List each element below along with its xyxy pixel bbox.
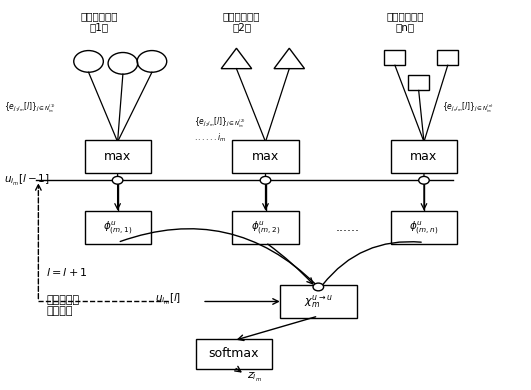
Text: max: max: [410, 150, 438, 163]
Circle shape: [418, 176, 429, 184]
Text: $l = l + 1$: $l = l + 1$: [46, 266, 88, 278]
Text: $z_{i_m}$: $z_{i_m}$: [247, 370, 262, 383]
Bar: [437, 50, 458, 65]
Circle shape: [113, 176, 123, 184]
Text: $u_{i_m}[l-1]$: $u_{i_m}[l-1]$: [4, 173, 49, 188]
Text: $u_{i_m}[l]$: $u_{i_m}[l]$: [155, 292, 181, 307]
Text: $\phi^u_{(m,2)}$: $\phi^u_{(m,2)}$: [251, 220, 280, 236]
Text: $\phi^u_{(m,n)}$: $\phi^u_{(m,n)}$: [409, 220, 439, 236]
Bar: [408, 75, 429, 90]
FancyBboxPatch shape: [391, 211, 457, 245]
FancyBboxPatch shape: [280, 285, 357, 318]
Text: 邻居节点（类
型n）: 邻居节点（类 型n）: [387, 11, 424, 33]
FancyBboxPatch shape: [391, 140, 457, 173]
FancyBboxPatch shape: [84, 140, 151, 173]
Text: ......: ......: [336, 222, 359, 234]
Text: $\chi^{u\to u}_m$: $\chi^{u\to u}_m$: [304, 293, 332, 310]
Bar: [384, 50, 406, 65]
Text: softmax: softmax: [209, 347, 259, 360]
Text: $\{e_{j_1 i_m}[l]\}_{j\in N^{(1)}_{i_m}}$: $\{e_{j_1 i_m}[l]\}_{j\in N^{(1)}_{i_m}}…: [4, 100, 56, 115]
Text: max: max: [104, 150, 131, 163]
FancyBboxPatch shape: [195, 339, 272, 369]
FancyBboxPatch shape: [233, 211, 298, 245]
Text: 隐藏状态喂
入下一层: 隐藏状态喂 入下一层: [46, 294, 80, 316]
Text: 邻居节点（类
型1）: 邻居节点（类 型1）: [80, 11, 118, 33]
Circle shape: [260, 176, 271, 184]
FancyBboxPatch shape: [233, 140, 298, 173]
Text: $\phi^u_{(m,1)}$: $\phi^u_{(m,1)}$: [103, 220, 132, 236]
Circle shape: [313, 283, 323, 291]
Text: 邻居节点（类
型2）: 邻居节点（类 型2）: [223, 11, 261, 33]
Text: $\{e_{j_2 i_m}[l]\}_{j\in N^{(2)}_{i_m}}$
$......i_m$: $\{e_{j_2 i_m}[l]\}_{j\in N^{(2)}_{i_m}}…: [194, 115, 246, 144]
FancyBboxPatch shape: [84, 211, 151, 245]
Text: $\{e_{j_n i_m}[l]\}_{j\in N^{(n)}_{i_m}}$: $\{e_{j_n i_m}[l]\}_{j\in N^{(n)}_{i_m}}…: [442, 100, 494, 115]
Text: max: max: [252, 150, 279, 163]
